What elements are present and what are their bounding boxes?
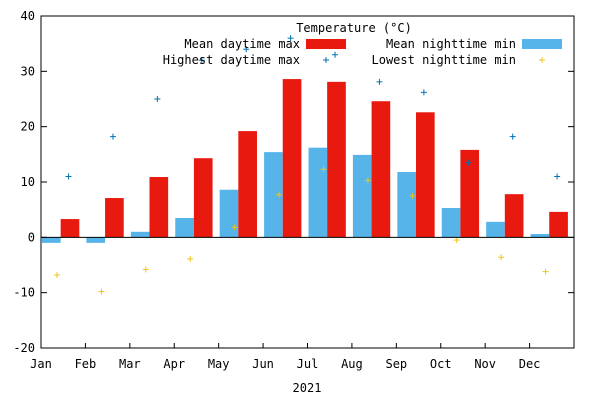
x-tick-label-sep: Sep	[385, 357, 407, 371]
legend-label: Lowest nighttime min	[372, 53, 517, 67]
y-tick-label: 10	[21, 175, 35, 189]
x-tick-label-oct: Oct	[430, 357, 452, 371]
legend-label: Mean daytime max	[184, 37, 300, 51]
bar-daytime-max-jul	[327, 81, 346, 238]
bar-daytime-max-dec	[549, 211, 568, 238]
y-tick-label: 0	[28, 230, 35, 244]
bar-nighttime-min-feb	[86, 237, 106, 243]
legend-entry-mean-daytime-max: Mean daytime max	[184, 37, 346, 51]
bar-daytime-max-nov	[504, 194, 524, 238]
point-lowest-nighttime-min-nov	[498, 254, 505, 261]
point-highest-daytime-max-nov	[509, 133, 516, 140]
legend-entry-highest-daytime-max: Highest daytime max	[163, 53, 329, 67]
bar-daytime-max-aug	[371, 101, 391, 238]
point-lowest-nighttime-min-mar	[142, 266, 149, 273]
bar-daytime-max-sep	[415, 112, 435, 238]
legend-entry-lowest-nighttime-min: Lowest nighttime min	[372, 53, 545, 67]
legend-swatch	[306, 39, 346, 49]
x-tick-label-feb: Feb	[75, 357, 97, 371]
point-lowest-nighttime-min-feb	[98, 288, 105, 295]
point-lowest-nighttime-min-apr	[187, 255, 194, 262]
point-lowest-nighttime-min-may	[231, 224, 238, 231]
y-tick-label: 30	[21, 64, 35, 78]
bar-daytime-max-apr	[193, 158, 213, 238]
bar-nighttime-min-mar	[130, 231, 150, 238]
x-tick-label-dec: Dec	[519, 357, 541, 371]
bar-nighttime-min-jul	[308, 147, 328, 238]
point-lowest-nighttime-min-jul	[320, 166, 327, 173]
x-tick-label-jun: Jun	[252, 357, 274, 371]
point-highest-daytime-max-may	[243, 46, 250, 53]
y-tick-label: -20	[13, 341, 35, 355]
x-tick-label-apr: Apr	[163, 357, 185, 371]
point-highest-daytime-max-oct	[465, 159, 472, 166]
bar-daytime-max-jun	[282, 79, 302, 238]
x-tick-label-mar: Mar	[119, 357, 141, 371]
ticks-layer: -20 -10 0 10 20 30 40 Jan Feb Mar Apr May Jun Jul Aug S…	[13, 9, 574, 371]
bar-daytime-max-may	[238, 131, 257, 238]
bar-nighttime-min-oct	[441, 208, 461, 238]
bar-nighttime-min-aug	[352, 154, 372, 238]
point-lowest-nighttime-min-jan	[53, 271, 60, 278]
bar-daytime-max-mar	[149, 177, 169, 238]
point-lowest-nighttime-min-jun	[276, 191, 283, 198]
y-tick-label: 40	[21, 9, 35, 23]
points-layer	[53, 35, 561, 295]
point-lowest-nighttime-min-oct	[453, 237, 460, 244]
x-tick-label-jan: Jan	[30, 357, 52, 371]
bar-daytime-max-jan	[60, 219, 80, 238]
point-lowest-nighttime-min-sep	[409, 192, 416, 199]
x-axis-label: 2021	[293, 381, 322, 395]
point-highest-daytime-max-dec	[554, 173, 561, 180]
bar-daytime-max-feb	[105, 198, 124, 238]
point-lowest-nighttime-min-dec	[542, 268, 549, 275]
point-highest-daytime-max-apr	[198, 57, 205, 64]
point-highest-daytime-max-sep	[420, 89, 427, 96]
bars-layer	[42, 79, 568, 243]
point-highest-daytime-max-jun	[287, 35, 294, 42]
x-tick-label-nov: Nov	[474, 357, 496, 371]
point-highest-daytime-max-mar	[154, 96, 161, 102]
y-tick-label: 20	[21, 120, 35, 134]
y-tick-label: -10	[13, 286, 35, 300]
bar-nighttime-min-sep	[397, 172, 416, 238]
legend-swatch	[522, 39, 562, 49]
point-highest-daytime-max-feb	[109, 133, 116, 140]
x-tick-label-aug: Aug	[341, 357, 363, 371]
bar-nighttime-min-jan	[42, 237, 61, 243]
legend-entry-mean-nighttime-min: Mean nighttime min	[386, 37, 562, 51]
bar-nighttime-min-apr	[175, 217, 194, 238]
legend-label: Highest daytime max	[163, 53, 300, 67]
point-highest-daytime-max-jan	[65, 173, 72, 180]
point-highest-daytime-max-aug	[376, 78, 383, 85]
legend: Mean daytime max Mean nighttime min Highes…	[163, 37, 562, 67]
bar-nighttime-min-dec	[530, 234, 550, 238]
bar-nighttime-min-may	[219, 189, 239, 238]
bar-nighttime-min-nov	[486, 221, 505, 238]
bar-daytime-max-oct	[460, 149, 480, 238]
x-tick-label-jul: Jul	[297, 357, 319, 371]
x-tick-label-may: May	[208, 357, 230, 371]
point-highest-daytime-max-jul	[332, 51, 339, 58]
point-lowest-nighttime-min-aug	[364, 177, 371, 184]
bar-nighttime-min-jun	[264, 152, 283, 238]
legend-label: Mean nighttime min	[386, 37, 516, 51]
chart-title: Temperature (°C)	[296, 21, 412, 35]
